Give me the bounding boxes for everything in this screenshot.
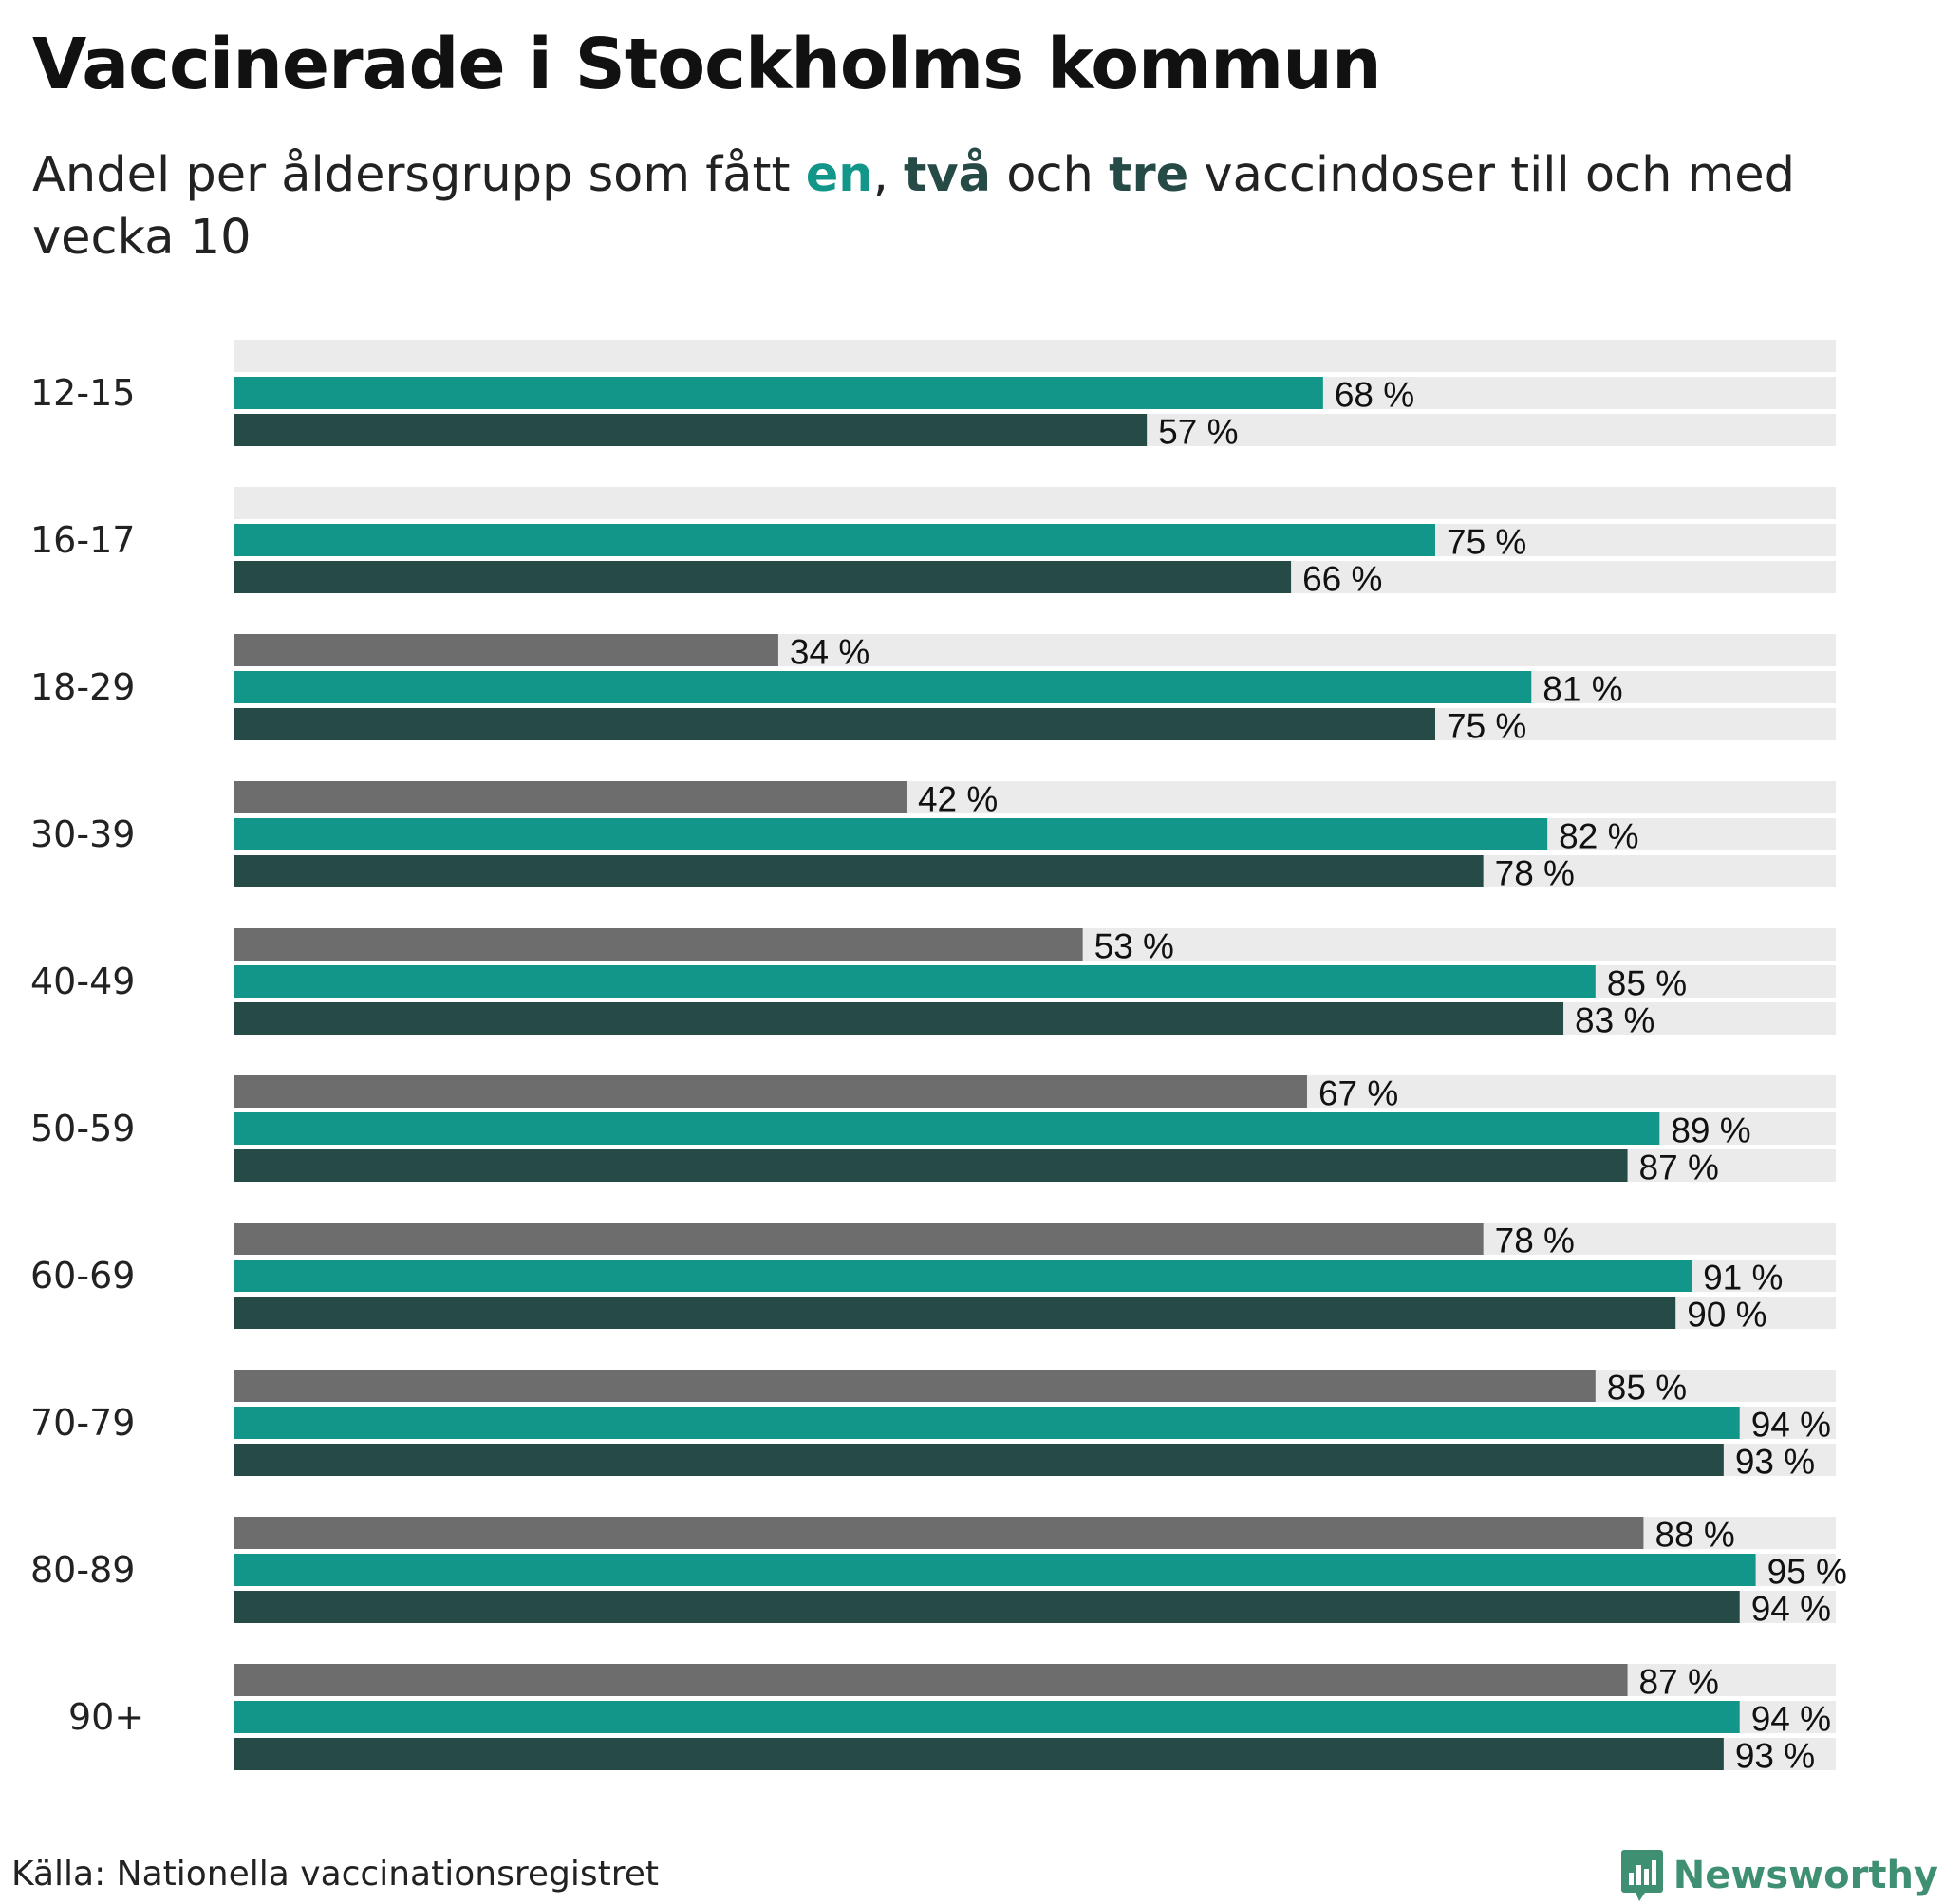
bar-en-50-59 xyxy=(234,1112,1660,1145)
chart-title: Vaccinerade i Stockholms kommun xyxy=(32,24,1382,105)
bar-en-60-69 xyxy=(234,1260,1692,1292)
value-label: 87 % xyxy=(1639,1148,1719,1187)
value-label: 42 % xyxy=(918,780,998,819)
value-label: 67 % xyxy=(1318,1074,1398,1113)
bar-tre-30-39 xyxy=(234,781,907,813)
value-label: 91 % xyxy=(1703,1259,1783,1297)
bar-två-12-15 xyxy=(234,414,1148,446)
category-label: 12-15 xyxy=(30,372,135,414)
bar-två-50-59 xyxy=(234,1149,1628,1182)
category-label: 40-49 xyxy=(30,961,135,1002)
value-label: 57 % xyxy=(1158,413,1238,452)
value-label: 82 % xyxy=(1559,817,1638,856)
bar-tre-60-69 xyxy=(234,1223,1484,1255)
value-label: 93 % xyxy=(1735,1443,1815,1482)
bar-två-30-39 xyxy=(234,855,1484,887)
value-label: 93 % xyxy=(1735,1737,1815,1776)
bar-två-60-69 xyxy=(234,1297,1676,1329)
bar-en-18-29 xyxy=(234,671,1532,703)
value-label: 94 % xyxy=(1751,1406,1831,1445)
category-label: 16-17 xyxy=(30,519,135,561)
source-note: Källa: Nationella vaccinationsregistret xyxy=(11,1855,659,1894)
category-label: 50-59 xyxy=(30,1108,135,1149)
value-label: 94 % xyxy=(1751,1590,1831,1629)
value-label: 75 % xyxy=(1447,523,1526,562)
subtitle-separator-1: , xyxy=(872,147,905,203)
category-label: 60-69 xyxy=(30,1255,135,1297)
newsworthy-logo-icon xyxy=(1620,1850,1663,1901)
bar-en-40-49 xyxy=(234,965,1596,998)
value-label: 90 % xyxy=(1687,1296,1766,1335)
bar-en-80-89 xyxy=(234,1554,1756,1586)
subtitle-prefix: Andel per åldersgrupp som fått xyxy=(32,147,806,203)
category-label: 70-79 xyxy=(30,1402,135,1444)
category-label: 80-89 xyxy=(30,1549,135,1591)
value-label: 66 % xyxy=(1302,560,1382,599)
bar-två-16-17 xyxy=(234,561,1292,593)
value-label: 85 % xyxy=(1607,1369,1687,1408)
bar-track xyxy=(234,340,1836,372)
value-label: 75 % xyxy=(1447,707,1526,746)
value-label: 34 % xyxy=(790,633,869,672)
bar-chart: 12-15 68 % 57 % 16-17 75 % 66 % 18-29 34 % 81 % 7… xyxy=(30,340,1847,1776)
subtitle-tva-highlight: två xyxy=(904,147,992,203)
value-label: 85 % xyxy=(1607,964,1687,1003)
value-label: 78 % xyxy=(1495,1222,1575,1260)
bar-två-80-89 xyxy=(234,1591,1740,1623)
brand-name: Newsworthy xyxy=(1673,1854,1938,1897)
value-label: 89 % xyxy=(1671,1111,1750,1150)
bar-track xyxy=(234,487,1836,519)
bar-tre-50-59 xyxy=(234,1075,1307,1108)
bar-två-90+ xyxy=(234,1738,1724,1770)
bar-tre-80-89 xyxy=(234,1517,1644,1549)
bar-tre-70-79 xyxy=(234,1370,1596,1402)
value-label: 95 % xyxy=(1767,1553,1847,1592)
bar-två-18-29 xyxy=(234,708,1435,740)
bar-två-70-79 xyxy=(234,1444,1724,1476)
subtitle-separator-2: och xyxy=(991,147,1110,203)
category-label: 18-29 xyxy=(30,666,135,708)
bar-två-40-49 xyxy=(234,1002,1564,1035)
value-label: 81 % xyxy=(1542,670,1622,709)
value-label: 53 % xyxy=(1094,927,1174,966)
value-label: 68 % xyxy=(1335,376,1414,415)
value-label: 88 % xyxy=(1654,1516,1734,1555)
subtitle-suffix: vaccindoser till och med vecka 10 xyxy=(32,147,1796,266)
chart-subtitle: Andel per åldersgrupp som fått en, två o… xyxy=(32,144,1893,270)
bar-tre-90+ xyxy=(234,1664,1628,1696)
value-label: 78 % xyxy=(1495,854,1575,893)
newsworthy-logo: Newsworthy xyxy=(1620,1847,1938,1904)
bar-en-30-39 xyxy=(234,818,1548,850)
bar-tre-18-29 xyxy=(234,634,778,666)
subtitle-tre-highlight: tre xyxy=(1109,147,1189,203)
bar-en-90+ xyxy=(234,1701,1740,1733)
category-label: 90+ xyxy=(68,1696,144,1738)
subtitle-en-highlight: en xyxy=(805,147,873,203)
bar-en-12-15 xyxy=(234,377,1323,409)
bar-en-70-79 xyxy=(234,1407,1740,1439)
bar-en-16-17 xyxy=(234,524,1435,556)
value-label: 83 % xyxy=(1575,1001,1654,1040)
value-label: 87 % xyxy=(1639,1663,1719,1702)
category-label: 30-39 xyxy=(30,813,135,855)
bar-tre-40-49 xyxy=(234,928,1083,961)
value-label: 94 % xyxy=(1751,1700,1831,1739)
